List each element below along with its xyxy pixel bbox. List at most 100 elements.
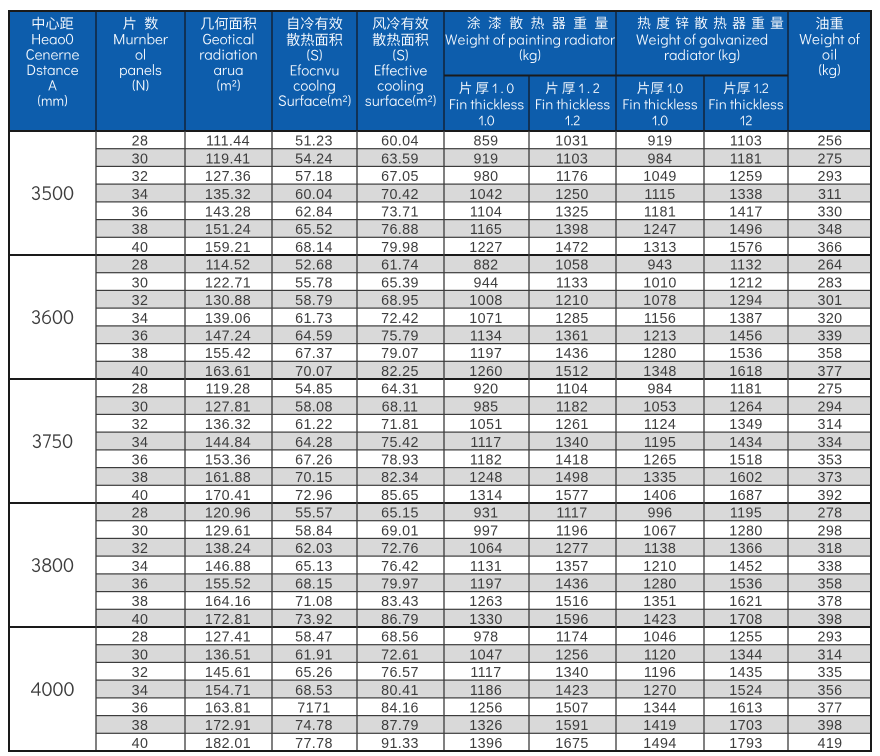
svg-text:30: 30 [132,275,149,291]
svg-text:172.91: 172.91 [205,718,251,734]
svg-text:1181: 1181 [730,151,762,167]
svg-text:366: 366 [817,240,842,256]
svg-text:1591: 1591 [555,718,588,734]
svg-text:1357: 1357 [555,559,588,575]
svg-text:1270: 1270 [643,683,676,699]
svg-text:1195: 1195 [644,435,676,451]
svg-text:931: 931 [473,506,498,522]
svg-text:1498: 1498 [555,470,588,486]
svg-text:339: 339 [817,329,842,345]
svg-text:68.14: 68.14 [295,240,333,256]
svg-text:62.03: 62.03 [295,541,333,557]
svg-text:398: 398 [817,718,842,734]
svg-text:54.85: 54.85 [295,382,333,398]
svg-text:1512: 1512 [555,364,588,380]
svg-text:984: 984 [647,382,672,398]
svg-text:84.16: 84.16 [381,701,419,717]
svg-text:1621: 1621 [729,594,762,610]
svg-text:1049: 1049 [643,169,676,185]
svg-text:1436: 1436 [555,346,588,362]
svg-text:30: 30 [132,151,149,167]
svg-text:76.57: 76.57 [381,665,419,681]
svg-text:71.81: 71.81 [381,417,419,433]
svg-text:1516: 1516 [555,594,588,610]
svg-text:68.56: 68.56 [381,630,419,646]
svg-text:1255: 1255 [729,630,762,646]
svg-text:72.61: 72.61 [381,647,419,663]
svg-text:1104: 1104 [556,382,588,398]
svg-text:294: 294 [817,399,842,415]
svg-text:1280: 1280 [729,523,762,539]
svg-text:77.78: 77.78 [295,736,333,752]
svg-text:154.71: 154.71 [205,683,251,699]
svg-text:40: 40 [132,488,149,504]
svg-text:135.32: 135.32 [205,187,251,203]
svg-text:1078: 1078 [643,293,676,309]
svg-text:147.24: 147.24 [205,329,251,345]
svg-text:1536: 1536 [729,577,762,593]
svg-text:335: 335 [817,665,842,681]
svg-text:919: 919 [647,134,672,150]
svg-text:136.32: 136.32 [205,417,251,433]
svg-text:1181: 1181 [730,382,762,398]
svg-text:153.36: 153.36 [205,453,251,469]
svg-text:61.74: 61.74 [381,258,419,274]
svg-text:1793: 1793 [729,736,762,752]
svg-text:1436: 1436 [555,577,588,593]
svg-text:159.21: 159.21 [205,240,251,256]
svg-text:301: 301 [817,293,842,309]
svg-text:1285: 1285 [555,311,588,327]
svg-text:919: 919 [473,151,498,167]
svg-text:1103: 1103 [730,134,762,150]
svg-text:164.16: 164.16 [205,594,251,610]
svg-text:1053: 1053 [643,399,676,415]
svg-text:38: 38 [132,718,149,734]
svg-text:65.15: 65.15 [381,506,419,522]
svg-text:155.42: 155.42 [205,346,251,362]
svg-text:73.92: 73.92 [295,612,333,628]
svg-text:1277: 1277 [555,541,588,557]
svg-text:38: 38 [132,470,149,486]
svg-text:1361: 1361 [555,329,588,345]
svg-text:1174: 1174 [556,630,588,646]
svg-text:72.42: 72.42 [381,311,419,327]
svg-text:1340: 1340 [555,435,588,451]
svg-text:1340: 1340 [555,665,588,681]
svg-text:1313: 1313 [643,240,676,256]
svg-text:151.24: 151.24 [205,222,251,238]
svg-text:91.33: 91.33 [381,736,419,752]
svg-text:36: 36 [132,577,149,593]
svg-text:1250: 1250 [555,187,588,203]
svg-text:1256: 1256 [555,647,588,663]
svg-text:144.84: 144.84 [205,435,251,451]
svg-text:72.96: 72.96 [295,488,333,504]
svg-text:7171: 7171 [297,701,330,717]
svg-text:85.65: 85.65 [381,488,419,504]
svg-text:78.93: 78.93 [381,453,419,469]
svg-text:1294: 1294 [729,293,762,309]
svg-text:1104: 1104 [470,205,502,221]
svg-text:1349: 1349 [729,417,762,433]
svg-text:1264: 1264 [729,399,762,415]
svg-text:1618: 1618 [729,364,762,380]
svg-text:275: 275 [817,151,842,167]
svg-text:64.59: 64.59 [295,329,333,345]
svg-text:1115: 1115 [644,187,675,203]
svg-text:997: 997 [473,523,498,539]
svg-text:358: 358 [817,346,842,362]
svg-text:61.73: 61.73 [295,311,333,327]
svg-text:65.39: 65.39 [381,275,419,291]
svg-text:1507: 1507 [555,701,588,717]
svg-text:330: 330 [817,205,842,221]
svg-text:61.91: 61.91 [295,647,333,663]
svg-text:38: 38 [132,222,149,238]
svg-text:1396: 1396 [469,736,502,752]
svg-text:377: 377 [817,364,842,380]
svg-text:1366: 1366 [729,541,762,557]
svg-text:87.79: 87.79 [381,718,419,734]
svg-text:79.07: 79.07 [381,346,419,362]
svg-text:1247: 1247 [643,222,676,238]
svg-text:30: 30 [132,399,149,415]
svg-text:314: 314 [817,647,842,663]
svg-text:256: 256 [817,134,842,150]
